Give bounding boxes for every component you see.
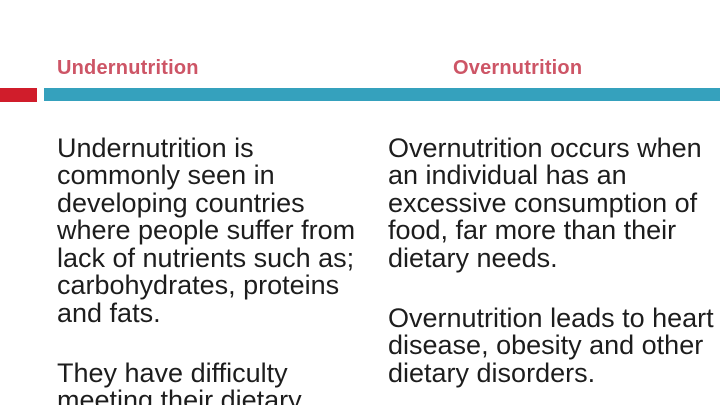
right-column-body: Overnutrition occurs when an individual … [388,107,720,405]
left-column-body: Undernutrition is commonly seen in devel… [57,107,387,405]
right-column-header: Overnutrition [453,57,583,79]
divider-teal-bar [44,88,720,101]
left-column-header: Undernutrition [57,57,199,79]
left-column-paragraph-2: They have difficulty meeting their dieta… [57,357,302,405]
right-column-paragraph-1: Overnutrition occurs when an individual … [388,132,702,273]
right-column-paragraph-2: Overnutrition leads to heart disease, ob… [388,302,714,388]
divider-red-accent [0,88,37,102]
left-column-paragraph-1: Undernutrition is commonly seen in devel… [57,132,356,328]
